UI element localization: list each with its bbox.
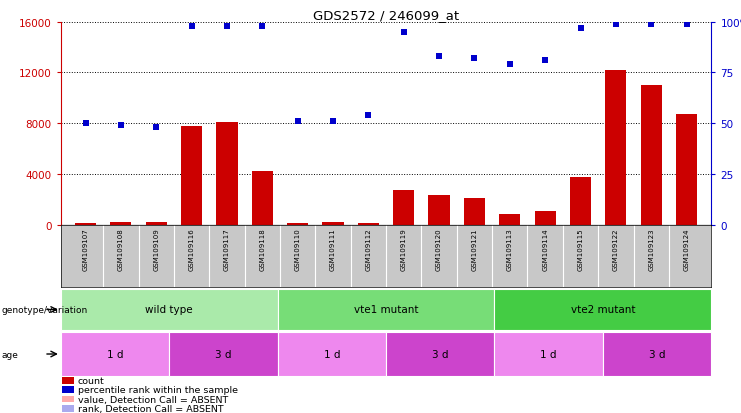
Text: GSM109116: GSM109116: [189, 228, 195, 270]
Bar: [62, 377, 74, 384]
Text: 1 d: 1 d: [540, 349, 557, 359]
Text: GSM109112: GSM109112: [365, 228, 371, 270]
Bar: [358, 224, 379, 225]
Text: GSM109124: GSM109124: [684, 228, 690, 270]
Text: GSM109117: GSM109117: [224, 228, 230, 270]
Point: [468, 56, 480, 62]
Bar: [216, 123, 238, 225]
Point: [574, 26, 586, 32]
Point: [150, 125, 162, 131]
Text: GSM109110: GSM109110: [295, 228, 301, 270]
Bar: [75, 223, 96, 225]
Bar: [169, 332, 278, 376]
Bar: [252, 172, 273, 225]
Bar: [322, 223, 344, 225]
Point: [221, 24, 233, 30]
Bar: [287, 223, 308, 225]
Bar: [146, 223, 167, 225]
Text: 1 d: 1 d: [107, 349, 123, 359]
Point: [610, 21, 622, 28]
Bar: [62, 387, 74, 393]
Text: GSM109107: GSM109107: [82, 228, 88, 270]
Point: [292, 119, 304, 125]
Text: percentile rank within the sample: percentile rank within the sample: [78, 385, 238, 394]
Text: rank, Detection Call = ABSENT: rank, Detection Call = ABSENT: [78, 404, 223, 413]
Text: GSM109111: GSM109111: [330, 228, 336, 270]
Bar: [62, 405, 74, 412]
Bar: [494, 332, 603, 376]
Text: GSM109109: GSM109109: [153, 228, 159, 270]
Text: GSM109115: GSM109115: [577, 228, 583, 270]
Point: [539, 58, 551, 64]
Text: vte2 mutant: vte2 mutant: [571, 305, 635, 315]
Bar: [278, 289, 494, 330]
Bar: [61, 289, 278, 330]
Text: wild type: wild type: [145, 305, 193, 315]
Text: GSM109122: GSM109122: [613, 228, 619, 270]
Point: [186, 24, 198, 30]
Bar: [386, 332, 494, 376]
Bar: [428, 196, 450, 225]
Bar: [676, 115, 697, 225]
Text: GSM109108: GSM109108: [118, 228, 124, 270]
Point: [115, 123, 127, 129]
Text: 3 d: 3 d: [215, 349, 232, 359]
Bar: [499, 215, 520, 225]
Text: value, Detection Call = ABSENT: value, Detection Call = ABSENT: [78, 394, 228, 404]
Point: [327, 119, 339, 125]
Bar: [278, 332, 386, 376]
Text: GSM109121: GSM109121: [471, 228, 477, 270]
Bar: [494, 289, 711, 330]
Text: count: count: [78, 376, 104, 385]
Bar: [570, 178, 591, 225]
Text: GSM109123: GSM109123: [648, 228, 654, 270]
Text: 3 d: 3 d: [649, 349, 665, 359]
Point: [362, 112, 374, 119]
Text: GSM109118: GSM109118: [259, 228, 265, 270]
Text: GSM109120: GSM109120: [436, 228, 442, 270]
Bar: [62, 396, 74, 402]
Text: 3 d: 3 d: [432, 349, 448, 359]
Bar: [603, 332, 711, 376]
Text: vte1 mutant: vte1 mutant: [353, 305, 419, 315]
Point: [645, 21, 657, 28]
Bar: [641, 86, 662, 225]
Title: GDS2572 / 246099_at: GDS2572 / 246099_at: [313, 9, 459, 21]
Bar: [110, 223, 131, 225]
Point: [681, 21, 693, 28]
Point: [79, 121, 91, 127]
Bar: [464, 199, 485, 225]
Text: GSM109119: GSM109119: [401, 228, 407, 270]
Point: [433, 54, 445, 60]
Text: 1 d: 1 d: [324, 349, 340, 359]
Point: [398, 29, 410, 36]
Point: [504, 62, 516, 69]
Text: GSM109114: GSM109114: [542, 228, 548, 270]
Bar: [61, 332, 169, 376]
Text: genotype/variation: genotype/variation: [1, 305, 87, 314]
Bar: [393, 191, 414, 225]
Bar: [605, 71, 626, 225]
Text: GSM109113: GSM109113: [507, 228, 513, 270]
Bar: [534, 212, 556, 225]
Text: age: age: [1, 350, 19, 358]
Point: [256, 24, 268, 30]
Bar: [181, 126, 202, 225]
